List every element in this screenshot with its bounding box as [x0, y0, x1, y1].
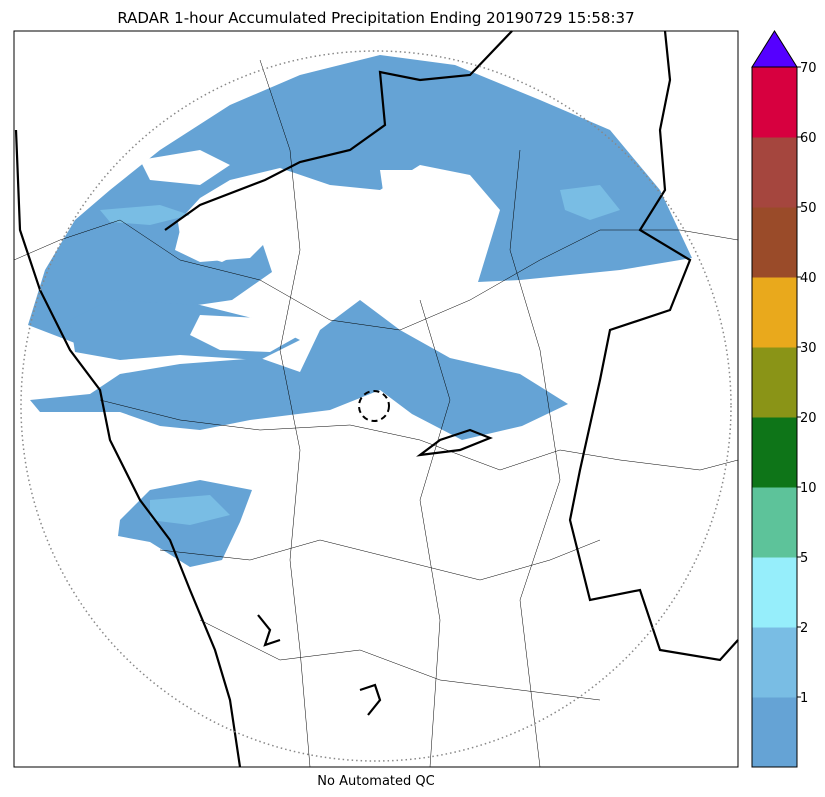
enclave: [257, 614, 281, 647]
colorbar-tick-label: 30: [800, 341, 817, 356]
colorbar-segment: [752, 67, 797, 138]
colorbar-extension: [751, 30, 798, 68]
gap: [190, 315, 300, 352]
gap: [140, 150, 230, 185]
colorbar: 1 2 5 10 20 30 40 50 60 70: [751, 30, 817, 768]
state-border: [568, 30, 739, 662]
precip-gaps: [140, 150, 480, 352]
colorbar-segment: [752, 417, 797, 488]
border: [199, 619, 601, 701]
colorbar-segment: [752, 207, 797, 278]
state-borders: [14, 30, 739, 768]
colorbar-tick-label: 1: [800, 691, 808, 706]
colorbar-tick-label: 40: [800, 271, 817, 286]
colorbar-tick-label: 10: [800, 481, 817, 496]
patch: [100, 205, 190, 225]
colorbar-tick-label: 50: [800, 201, 817, 216]
district-borders: [13, 59, 739, 768]
map: [13, 30, 739, 768]
colorbar-segment: [752, 347, 797, 418]
radar-range: [20, 50, 732, 762]
enclave: [416, 428, 493, 457]
colorbar-tick-label: 60: [800, 131, 817, 146]
footer: No Automated QC: [317, 774, 434, 789]
patch: [560, 185, 620, 220]
patch: [150, 495, 230, 525]
radar-site: [358, 390, 390, 422]
precip-area: [30, 300, 568, 440]
map-frame: [13, 30, 739, 768]
colorbar-segment: [752, 697, 797, 768]
title: RADAR 1-hour Accumulated Precipitation E…: [117, 9, 634, 27]
border: [99, 399, 739, 471]
gap: [380, 170, 480, 270]
colorbar-tick-label: 70: [800, 61, 817, 76]
colorbar-segment: [752, 487, 797, 558]
colorbar-segment: [752, 137, 797, 208]
precip-area: [28, 55, 692, 345]
colorbar-segment: [752, 627, 797, 698]
gap: [175, 218, 268, 262]
border: [159, 539, 601, 581]
precip-light: [100, 185, 620, 525]
colorbar-tick-label: 5: [800, 551, 808, 566]
enclave: [359, 683, 382, 716]
colorbar-tick-label: 20: [800, 411, 817, 426]
colorbar-segment: [752, 557, 797, 628]
state-border: [164, 30, 513, 231]
colorbar-segment: [752, 277, 797, 348]
border: [509, 149, 561, 768]
border: [419, 299, 451, 768]
colorbar-tick-label: 2: [800, 621, 808, 636]
coastline: [14, 129, 242, 768]
border: [13, 219, 739, 331]
